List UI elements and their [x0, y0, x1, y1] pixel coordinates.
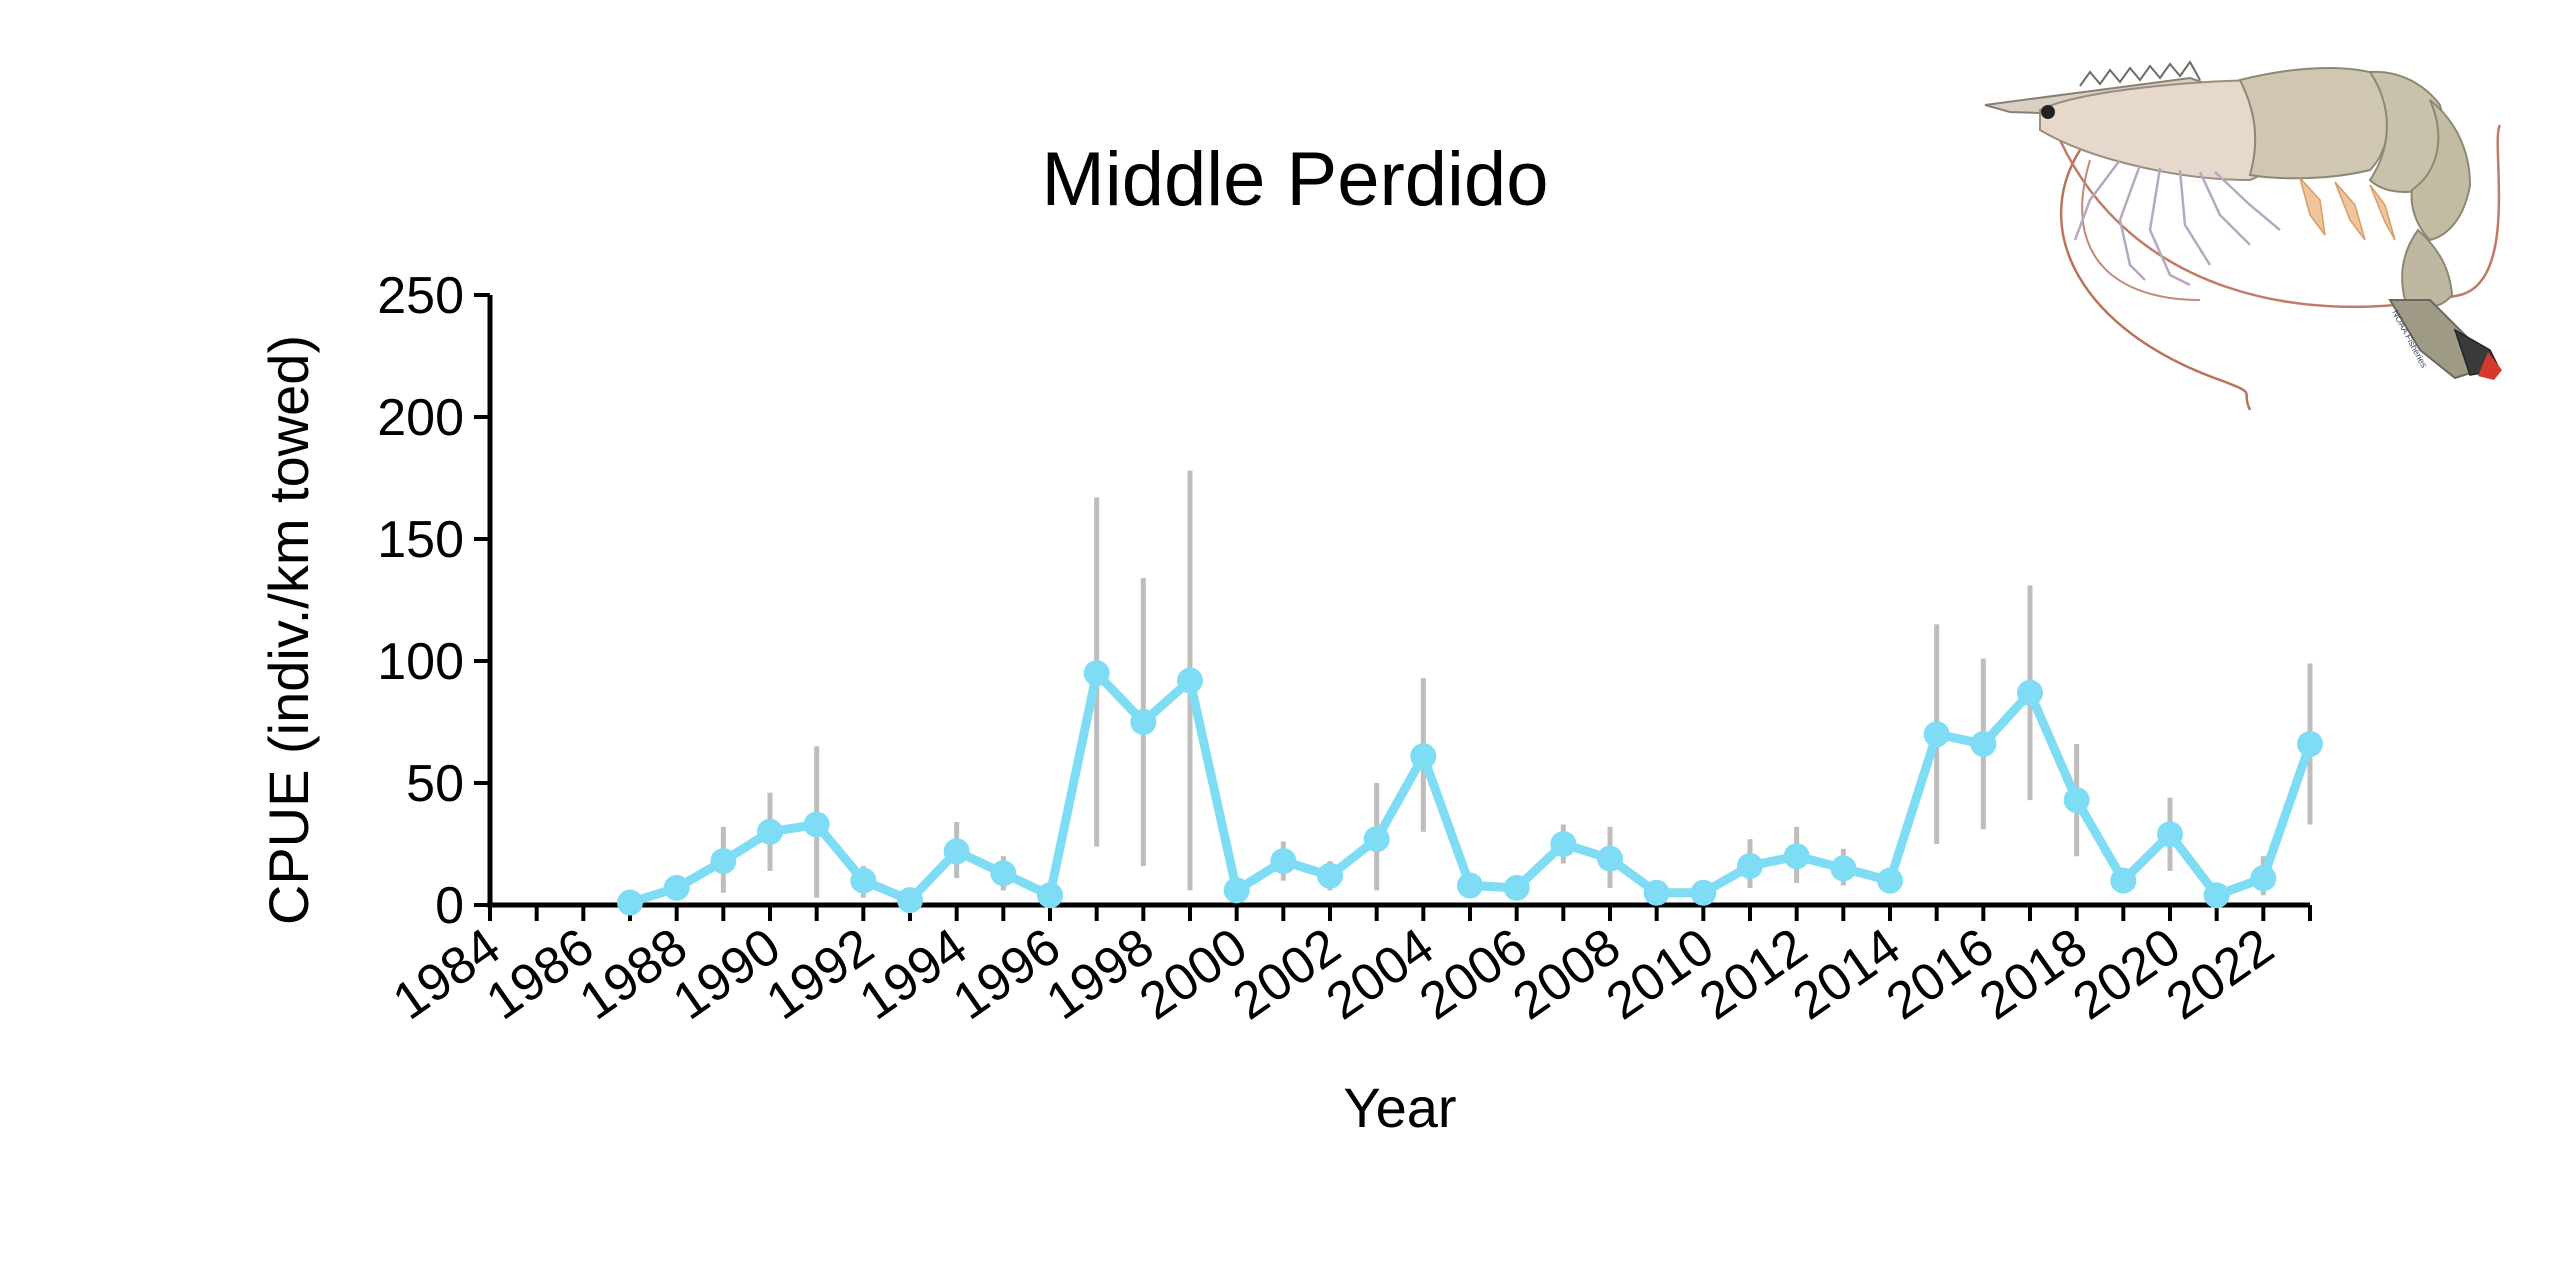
y-ticks: 0 50 100 150 200 250: [377, 267, 490, 935]
data-point: [2110, 867, 2137, 894]
data-point: [1410, 743, 1437, 770]
data-point: [1457, 872, 1483, 899]
data-point: [1177, 667, 1203, 694]
data-point: [990, 860, 1017, 887]
data-point: [1550, 831, 1577, 857]
series-line: [628, 668, 2315, 907]
y-tick-label: 150: [377, 511, 464, 569]
y-tick-label: 100: [377, 633, 464, 691]
series-polyline: [628, 668, 2315, 907]
y-tick-label: 250: [377, 267, 464, 325]
x-axis-label: Year: [1343, 1076, 1456, 1139]
data-point: [1923, 721, 1950, 748]
chart-title: Middle Perdido: [1042, 137, 1549, 222]
axes: [487, 295, 2310, 908]
x-ticks: 1984198619881990199219941996199820002002…: [383, 905, 2312, 1031]
data-point: [1130, 709, 1157, 735]
data-point: [803, 811, 830, 838]
data-point: [710, 848, 737, 875]
data-point: [1643, 879, 1670, 906]
data-point: [897, 887, 923, 914]
y-tick-label: 50: [406, 755, 464, 813]
data-point: [2203, 882, 2230, 909]
data-point: [2063, 787, 2090, 814]
data-point: [1037, 882, 1063, 909]
data-point: [1083, 660, 1110, 687]
data-point: [617, 889, 643, 916]
data-point: [1597, 845, 1623, 872]
data-point: [1737, 852, 1763, 879]
y-tick-label: 0: [435, 877, 464, 935]
data-point: [2250, 865, 2277, 892]
x-tick-label: 2022: [2156, 917, 2284, 1031]
data-point: [757, 818, 783, 845]
data-point: [850, 867, 877, 894]
data-point: [1270, 848, 1297, 875]
data-point: [1830, 855, 1857, 882]
y-tick-label: 200: [377, 389, 464, 447]
data-point: [1783, 843, 1810, 870]
data-point: [2017, 679, 2043, 706]
shrimp-icon: NOAA Fisheries: [1984, 60, 2502, 411]
series-points: [617, 660, 2323, 916]
data-point: [1317, 862, 1343, 889]
data-point: [663, 874, 690, 901]
data-point: [1690, 879, 1717, 906]
data-point: [2157, 821, 2183, 848]
y-axis-label: CPUE (indiv./km towed): [257, 335, 320, 925]
data-point: [1363, 826, 1390, 853]
data-point: [2297, 730, 2323, 757]
error-bars: [627, 470, 2313, 905]
data-point: [1970, 730, 1997, 757]
data-point: [943, 838, 970, 865]
data-point: [1877, 867, 1903, 894]
data-point: [1503, 874, 1530, 901]
data-point: [1223, 877, 1250, 904]
